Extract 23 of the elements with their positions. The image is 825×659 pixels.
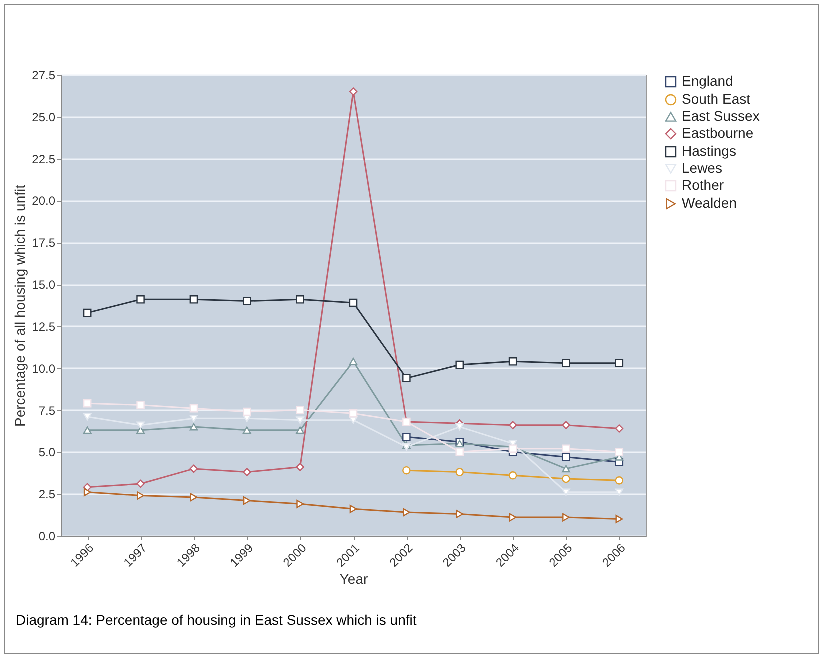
- y-tick-label: 22.5: [32, 152, 56, 166]
- x-axis-title: Year: [340, 571, 368, 588]
- y-tick-label: 0.0: [38, 530, 56, 544]
- y-tick-label: 10.0: [32, 362, 56, 376]
- y-axis-title: Percentage of all housing which is unfit: [12, 184, 28, 428]
- y-tick-label: 27.5: [32, 68, 56, 82]
- legend-label: Rother: [682, 177, 724, 193]
- legend-label: England: [682, 73, 734, 89]
- y-tick-label: 2.5: [38, 488, 56, 502]
- y-tick-label: 15.0: [32, 278, 56, 292]
- legend-label: East Sussex: [682, 108, 760, 124]
- y-tick-label: 20.0: [32, 194, 56, 208]
- text: Diagram 14: Percentage of housing in East Sussex which is unfit: [16, 612, 417, 628]
- legend-label: Eastbourne: [682, 125, 754, 141]
- y-tick-label: 25.0: [32, 110, 56, 124]
- legend-label: Hastings: [682, 143, 736, 159]
- legend-label: South East: [682, 91, 751, 107]
- y-tick-label: 7.5: [38, 404, 56, 418]
- y-tick-label: 12.5: [32, 320, 56, 334]
- legend-label: Wealden: [682, 195, 738, 211]
- legend-label: Lewes: [682, 160, 722, 176]
- y-tick-label: 17.5: [32, 236, 56, 250]
- y-tick-label: 5.0: [38, 446, 56, 460]
